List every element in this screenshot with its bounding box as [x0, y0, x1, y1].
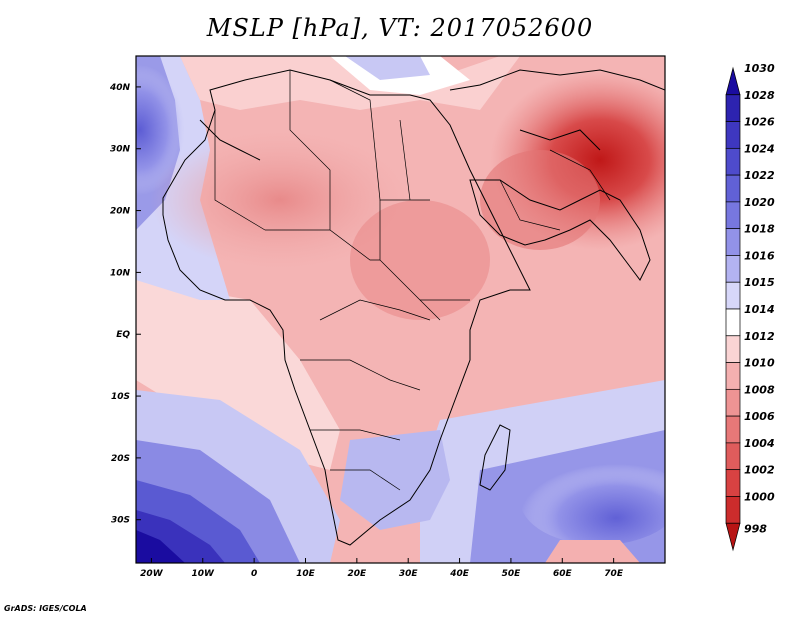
colorbar-swatch — [725, 201, 741, 230]
colorbar-label: 1000 — [744, 490, 775, 503]
colorbar-swatch — [725, 66, 741, 96]
coastlines — [162, 69, 665, 546]
colorbar-swatch — [725, 147, 741, 176]
colorbar-swatch — [725, 281, 741, 310]
lat-tick-label: 10N — [110, 268, 131, 278]
lon-tick-label: 70E — [604, 569, 624, 579]
colorbar-swatch — [725, 469, 741, 497]
colorbar-swatch — [725, 442, 741, 471]
colorbar-label: 1004 — [744, 437, 775, 450]
colorbar-label: 1020 — [744, 196, 775, 209]
lon-tick-label: 0 — [251, 569, 257, 579]
lat-tick-label: 20S — [111, 454, 130, 464]
grads-credit: GrADS: IGES/COLA — [4, 604, 87, 613]
longitude-axis: 20W 10W 0 10E 20E 30E 40E 50E 60E 70E — [140, 558, 624, 579]
colorbar-label: 1030 — [744, 62, 775, 75]
colorbar-swatch — [725, 94, 741, 122]
colorbar: 1030 1028 1026 1024 1022 1020 1018 1016 1015 1014… — [725, 62, 775, 552]
colorbar-label: 1015 — [744, 276, 775, 289]
lat-tick-label: 10S — [111, 392, 130, 402]
colorbar-swatch — [725, 335, 741, 363]
colorbar-swatch — [725, 174, 741, 203]
lat-tick-label: 20N — [110, 207, 131, 217]
colorbar-label: 1008 — [744, 383, 775, 396]
colorbar-label: 1022 — [744, 169, 775, 182]
latitude-axis: 40N 30N 20N 10N EQ 10S 20S 30S — [109, 83, 141, 526]
lon-tick-label: 60E — [553, 569, 573, 579]
colorbar-swatch — [725, 308, 741, 337]
lon-tick-label: 20E — [348, 569, 368, 579]
lon-tick-label: 10W — [192, 569, 216, 579]
map-frame — [135, 55, 666, 564]
colorbar-swatch — [725, 496, 741, 524]
colorbar-swatch — [725, 255, 741, 283]
colorbar-label: 1016 — [744, 249, 775, 262]
lon-tick-label: 40E — [449, 569, 470, 579]
pressure-field — [136, 56, 665, 563]
colorbar-label: 1012 — [744, 330, 775, 343]
colorbar-swatch — [725, 522, 741, 552]
colorbar-label: 1018 — [744, 223, 775, 236]
colorbar-label: 1026 — [744, 116, 775, 129]
lat-tick-label: 30N — [110, 145, 131, 155]
colorbar-label: 998 — [744, 523, 767, 536]
colorbar-swatch — [725, 228, 741, 256]
colorbar-label: 1028 — [744, 89, 775, 102]
lat-tick-label: 30S — [111, 516, 130, 526]
colorbar-label: 1014 — [744, 303, 775, 316]
lon-tick-label: 30E — [399, 569, 419, 579]
colorbar-label: 1002 — [744, 464, 775, 477]
lat-tick-label: 40N — [109, 83, 131, 93]
lon-tick-label: 10E — [296, 569, 316, 579]
colorbar-label: 1006 — [744, 410, 775, 423]
colorbar-label: 1024 — [744, 142, 775, 155]
lat-tick-label: EQ — [116, 330, 130, 340]
map-title: MSLP [hPa], VT: 2017052600 — [206, 14, 594, 42]
country-borders — [214, 70, 611, 491]
lon-tick-label: 50E — [502, 569, 522, 579]
colorbar-swatch — [725, 415, 741, 444]
colorbar-swatch — [725, 121, 741, 149]
lon-tick-label: 20W — [140, 569, 164, 579]
colorbar-swatch — [725, 362, 741, 390]
colorbar-label: 1010 — [744, 357, 775, 370]
colorbar-swatch — [725, 388, 741, 417]
